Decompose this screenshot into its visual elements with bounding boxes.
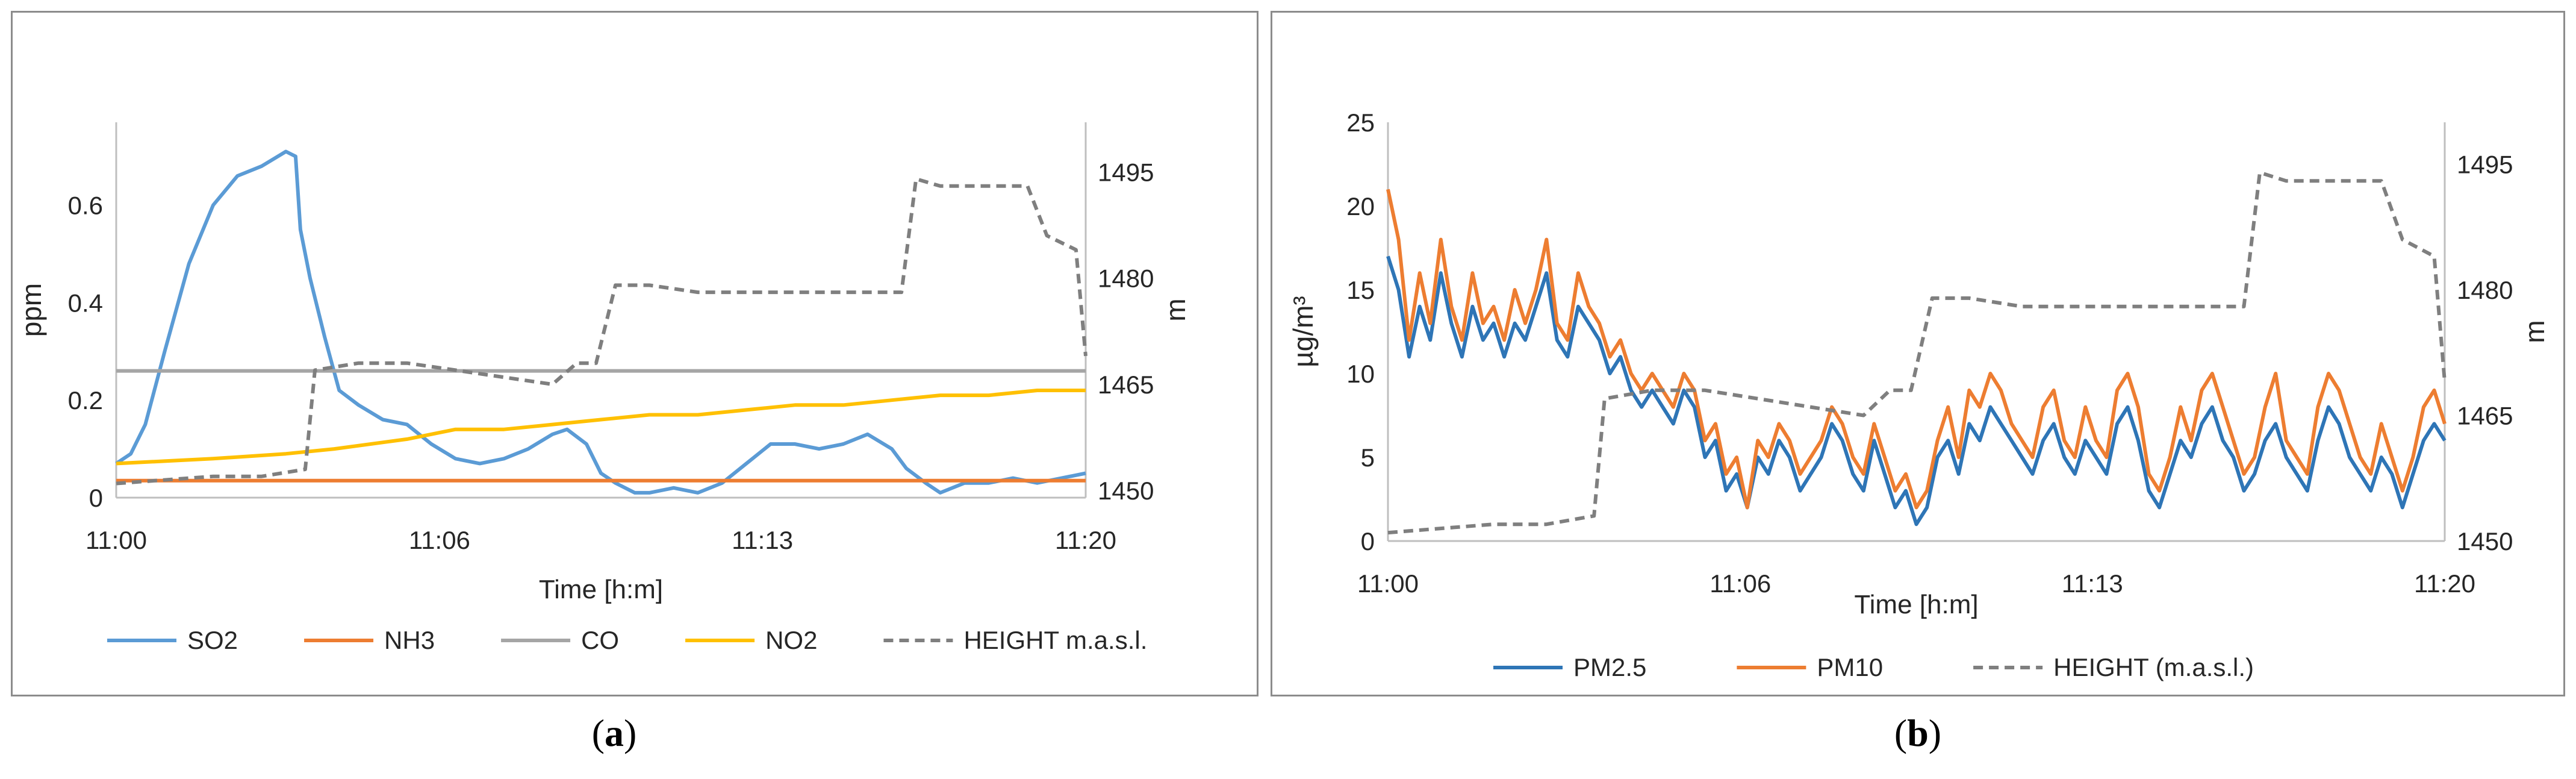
panel-a-frame	[11, 11, 1258, 696]
series-line-height-m-a-s-l	[116, 177, 1087, 486]
y-tick-label: 10	[1346, 360, 1375, 388]
y2-tick-label: 1450	[2457, 527, 2513, 555]
x-tick-label: 11:00	[86, 526, 147, 554]
y2-tick-label: 1495	[1098, 158, 1154, 186]
y2-tick-label: 1495	[2457, 151, 2513, 179]
y-tick-label: 0.2	[68, 386, 103, 415]
y2-tick-label: 1480	[2457, 276, 2513, 304]
x-tick-label: 11:06	[1710, 569, 1771, 598]
x-axis-title: Time [h:m]	[1854, 590, 1978, 619]
series-line-pm10	[1386, 189, 2447, 510]
y-tick-label: 0	[89, 484, 103, 512]
legend-label: PM2.5	[1573, 653, 1646, 681]
series-line-pm2-5	[1386, 255, 2447, 527]
y-tick-label: 25	[1346, 108, 1375, 137]
y2-axis-title: m	[1160, 298, 1191, 321]
y-tick-label: 0.4	[68, 289, 103, 317]
series-line-so2	[115, 149, 1086, 495]
chart-a: 0 0.2 0.4 0.6 1450 1465 1480 1495 11:00 11:06 11:1…	[16, 122, 1191, 654]
y-tick-label: 5	[1361, 443, 1375, 472]
y-tick-label: 20	[1346, 192, 1375, 221]
x-axis-title: Time [h:m]	[539, 575, 663, 604]
x-tick-label: 11:20	[2414, 569, 2475, 598]
legend-label: HEIGHT (m.a.s.l.)	[2053, 653, 2254, 681]
y2-tick-label: 1450	[1098, 477, 1154, 505]
legend-label: HEIGHT m.a.s.l.	[963, 626, 1147, 654]
x-tick-label: 11:20	[1055, 526, 1116, 554]
y2-tick-label: 1480	[1098, 264, 1154, 293]
x-tick-label: 11:13	[732, 526, 793, 554]
x-tick-label: 11:06	[409, 526, 470, 554]
series-line-no2	[116, 389, 1086, 466]
y2-tick-label: 1465	[1098, 371, 1154, 399]
legend-label: NO2	[765, 626, 817, 654]
y-tick-label: 0	[1361, 527, 1375, 555]
chart-b: 0 5 10 15 20 25 1450 1465 1480 1495 11:00 11:06 11:1…	[1287, 108, 2550, 681]
legend-label: CO	[581, 626, 619, 654]
y-tick-label: 15	[1346, 276, 1375, 304]
legend-label: NH3	[384, 626, 435, 654]
legend-label: PM10	[1817, 653, 1883, 681]
y-axis-title: µg/m³	[1287, 296, 1319, 368]
y2-axis-title: m	[2519, 320, 2550, 343]
y-tick-label: 0.6	[68, 192, 103, 220]
legend-label: SO2	[187, 626, 238, 654]
x-tick-label: 11:13	[2062, 569, 2123, 598]
panel-a-label: (a)	[591, 712, 637, 754]
x-tick-label: 11:00	[1357, 569, 1419, 598]
y-axis-title: ppm	[16, 283, 47, 337]
panel-b-label: (b)	[1894, 712, 1942, 754]
y2-tick-label: 1465	[2457, 402, 2513, 430]
series-line-height-m-a-s-l	[1387, 171, 2447, 535]
